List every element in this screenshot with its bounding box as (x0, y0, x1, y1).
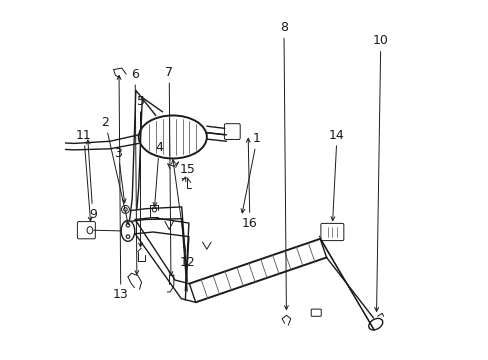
Text: 3: 3 (114, 147, 122, 159)
Text: 11: 11 (76, 129, 92, 142)
Text: 16: 16 (242, 216, 257, 230)
Text: 14: 14 (328, 129, 344, 142)
Text: 13: 13 (113, 288, 128, 301)
Text: 1: 1 (253, 132, 261, 145)
Text: 10: 10 (372, 34, 388, 48)
Text: 4: 4 (155, 141, 163, 154)
Text: 15: 15 (179, 163, 195, 176)
Text: 7: 7 (165, 66, 173, 79)
Text: 5: 5 (136, 95, 144, 108)
Text: 2: 2 (101, 116, 109, 129)
Text: 6: 6 (131, 68, 139, 81)
Text: 9: 9 (89, 208, 97, 221)
Text: 8: 8 (279, 21, 287, 34)
Text: 12: 12 (179, 256, 195, 269)
